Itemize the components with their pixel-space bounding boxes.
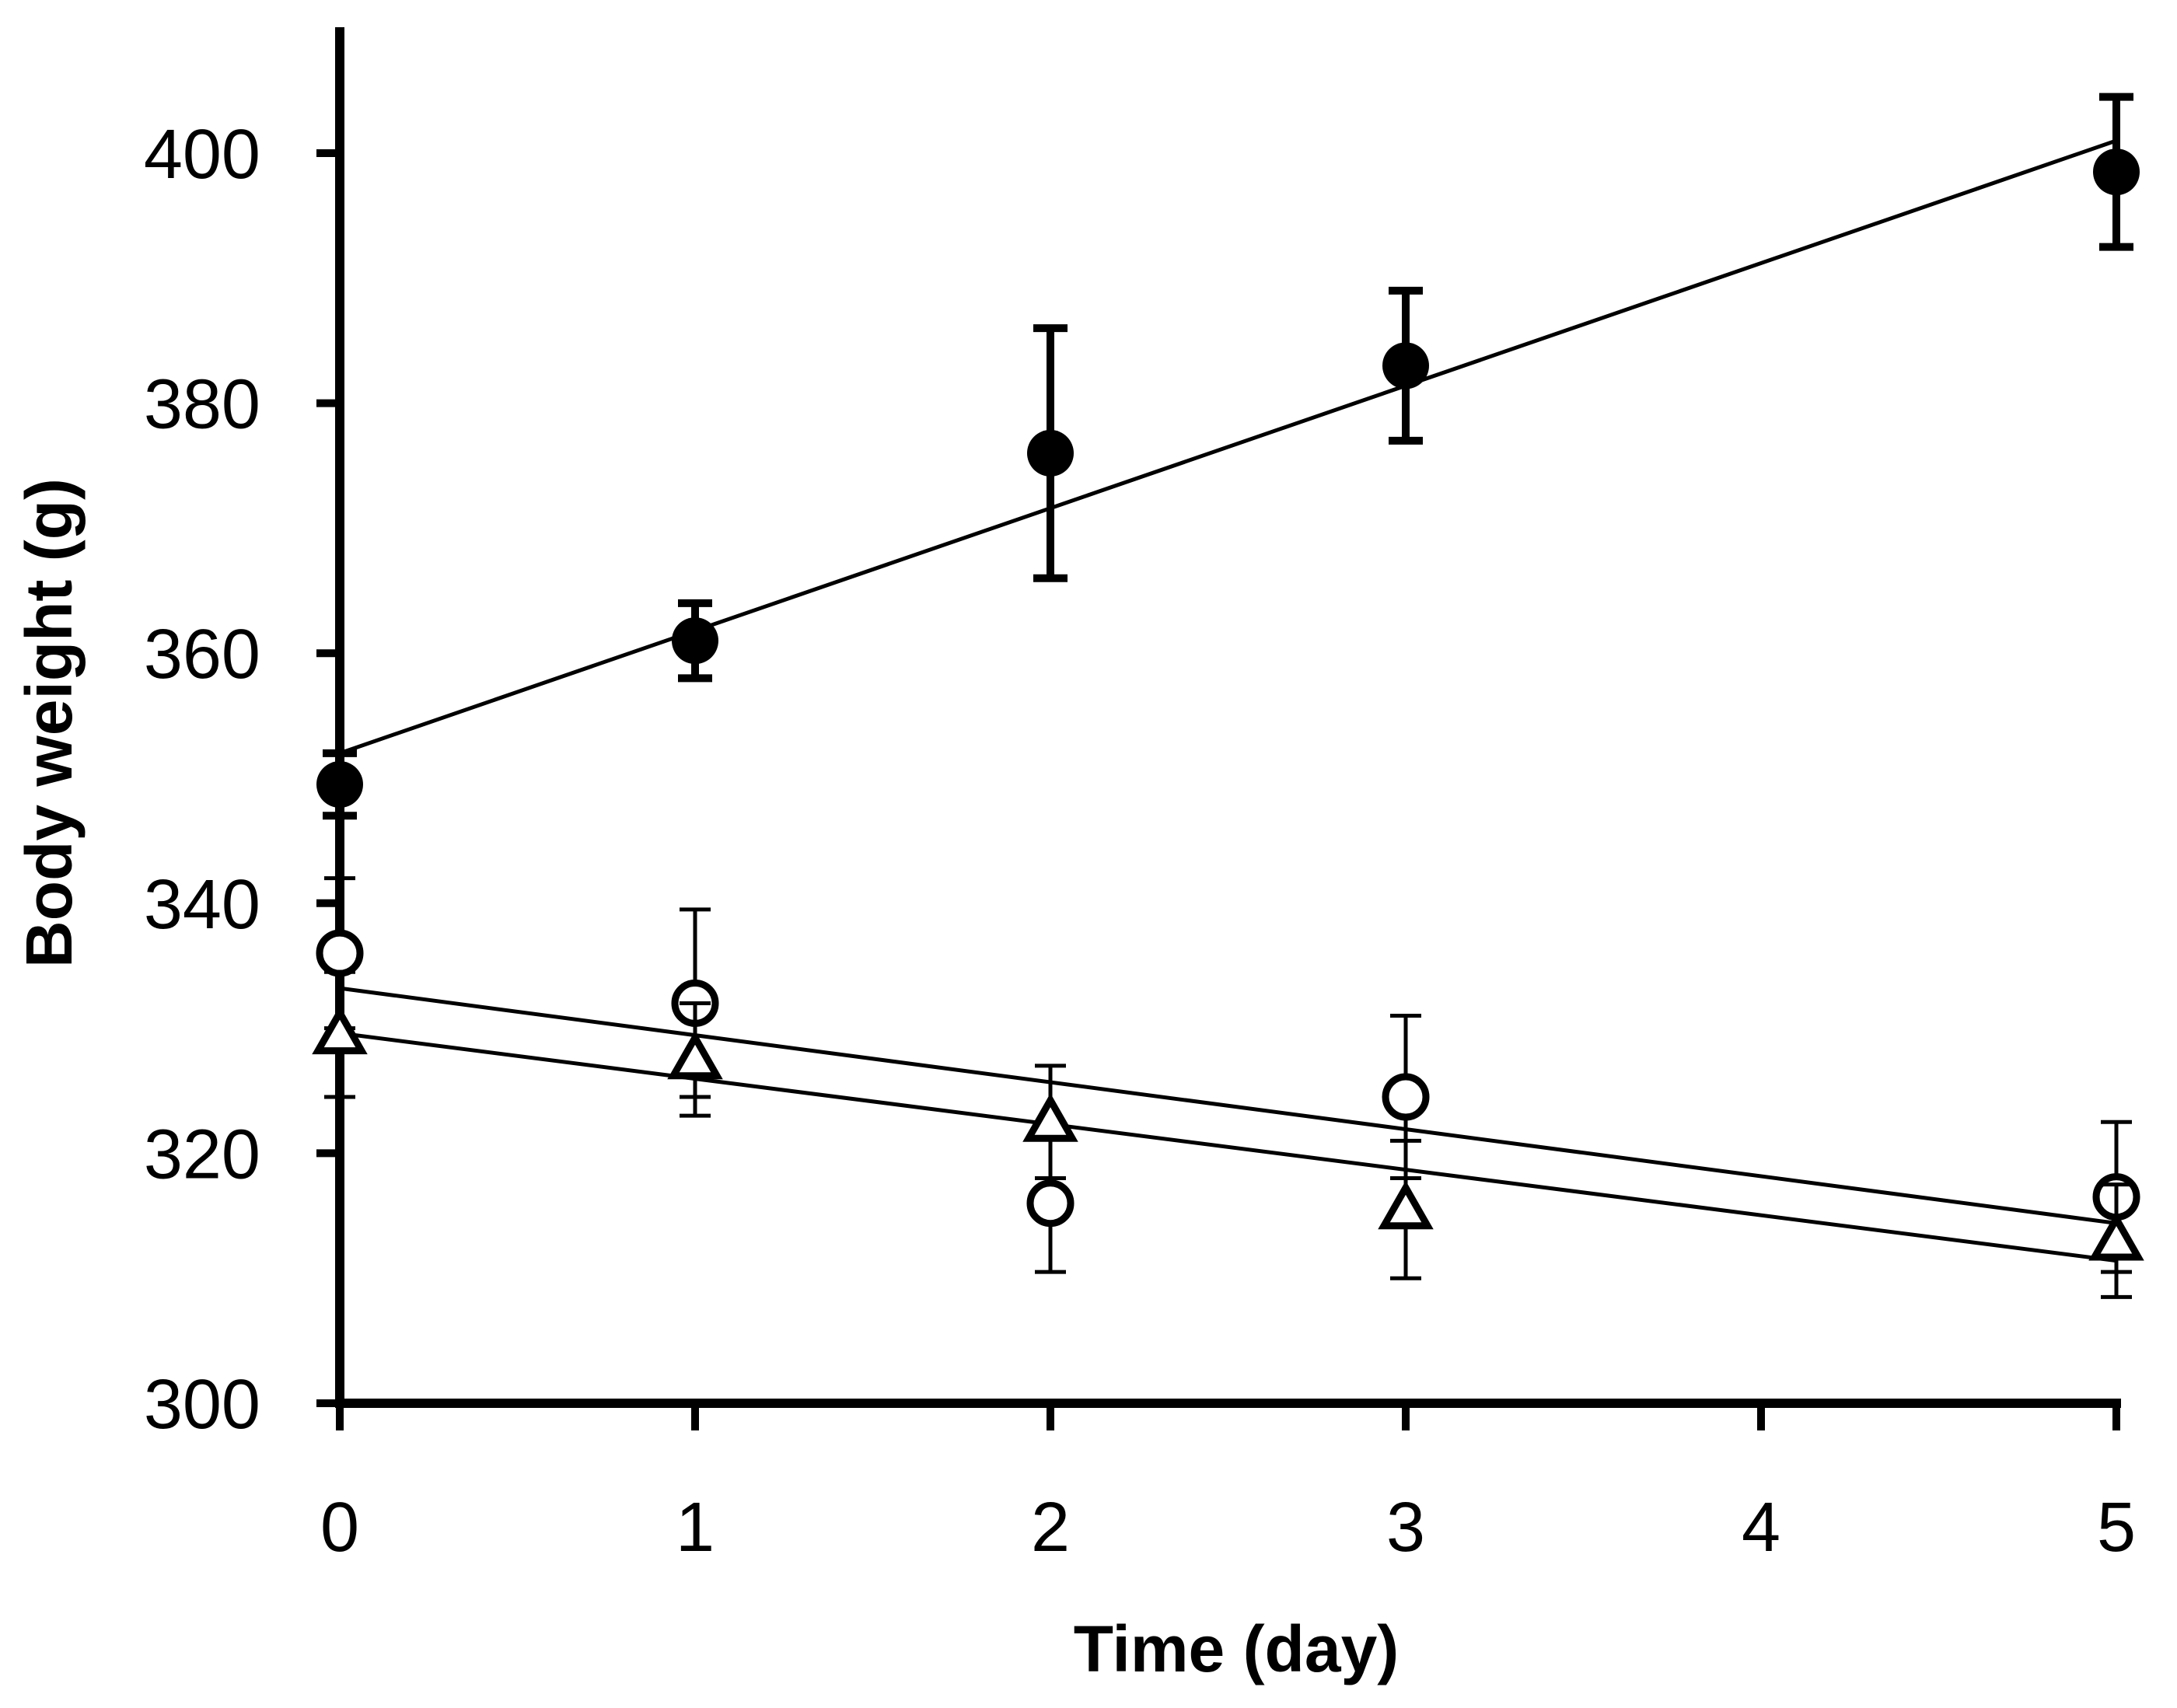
data-point (2093, 148, 2140, 196)
x-tick-label: 5 (2097, 1489, 2136, 1567)
plot-area: 300 320 340 360 380 400 0 1 2 3 4 5 (144, 27, 2144, 1567)
data-point (672, 617, 718, 665)
data-point (316, 929, 364, 977)
data-point (316, 761, 363, 809)
trend-line (339, 1031, 2117, 1263)
y-tick-label: 380 (144, 366, 260, 444)
trend-line (339, 986, 2117, 1225)
x-tick-label: 1 (676, 1489, 715, 1567)
data-point (312, 1005, 368, 1055)
data-point (1382, 342, 1429, 389)
y-tick-label: 300 (144, 1366, 260, 1444)
x-tick-label: 0 (320, 1489, 359, 1567)
data-point (1378, 1180, 1434, 1230)
y-tick-label: 400 (144, 116, 260, 194)
y-tick-label: 360 (144, 616, 260, 693)
x-tick-label: 2 (1031, 1489, 1070, 1567)
series-filled-circle (316, 93, 2140, 820)
trend-line (339, 138, 2117, 756)
x-axis-title: Time (day) (1074, 1612, 1400, 1685)
data-point (1026, 1179, 1075, 1228)
series-open-triangle (312, 969, 2144, 1299)
data-point (1027, 429, 1074, 477)
y-axis-title: Body weight (g) (12, 478, 86, 968)
data-point (1022, 1093, 1078, 1142)
data-point (1382, 1073, 1430, 1121)
x-tick-label: 4 (1742, 1489, 1780, 1567)
y-tick-label: 320 (144, 1116, 260, 1193)
data-point (2088, 1211, 2144, 1261)
series-open-circle (316, 876, 2140, 1274)
x-tick-label: 3 (1386, 1489, 1425, 1567)
data-point (667, 1030, 723, 1080)
y-tick-label: 340 (144, 866, 260, 944)
